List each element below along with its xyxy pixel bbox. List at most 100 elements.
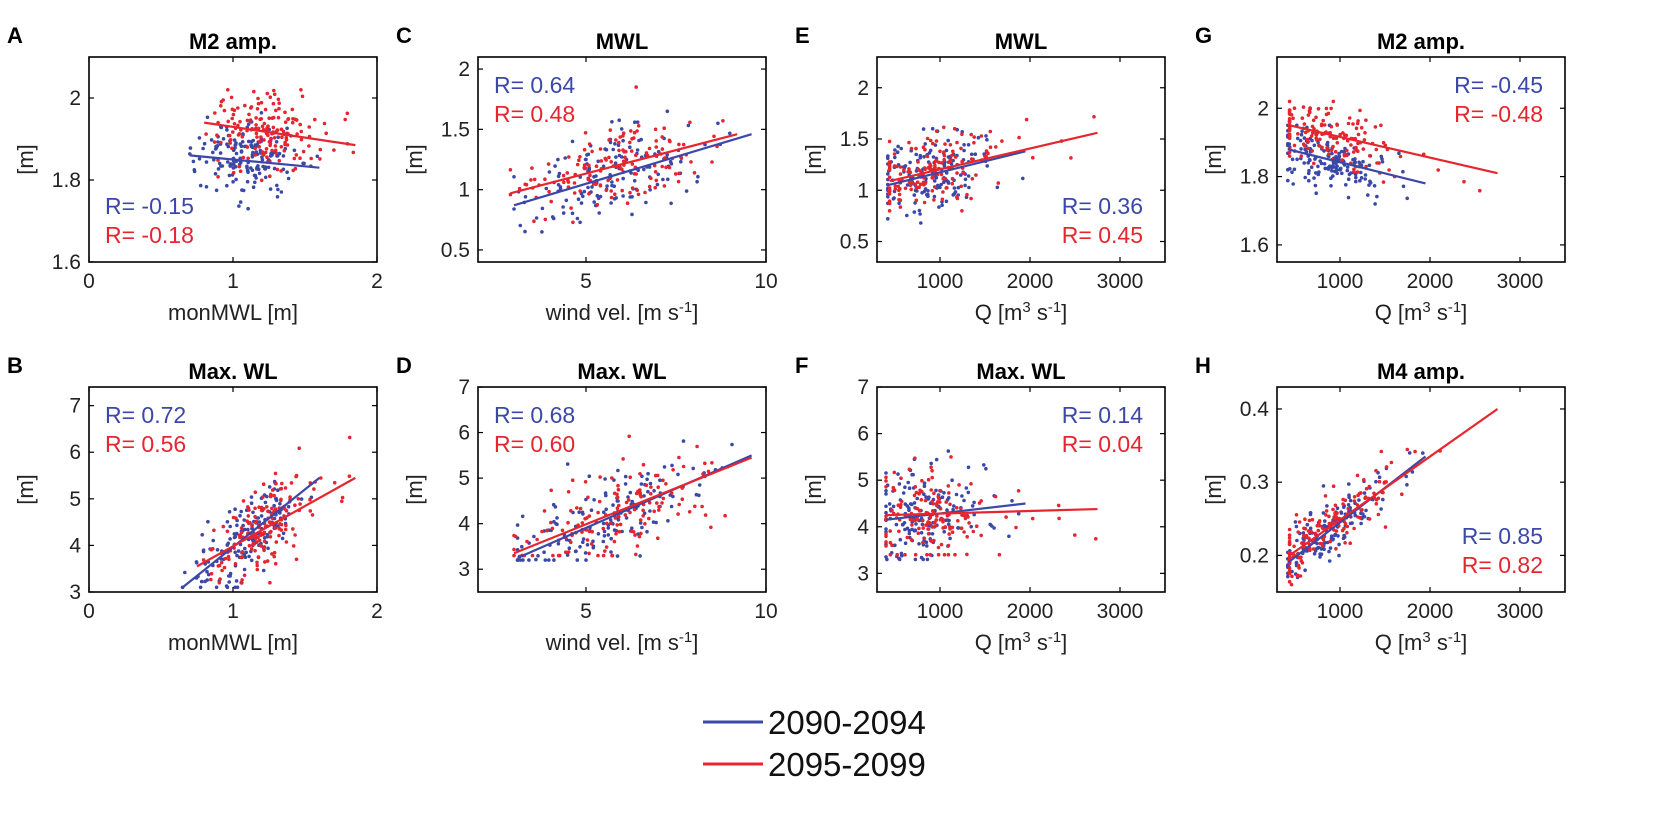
scatter-point — [239, 509, 243, 514]
scatter-point — [594, 164, 599, 168]
scatter-point — [235, 585, 240, 590]
scatter-point — [1401, 184, 1406, 189]
scatter-point — [577, 158, 581, 162]
scatter-point — [910, 527, 914, 532]
scatter-point — [892, 164, 897, 168]
scatter-point — [302, 161, 306, 166]
scatter-point — [1310, 517, 1315, 522]
scatter-point — [1287, 119, 1292, 124]
scatter-point — [1334, 547, 1338, 551]
scatter-point — [908, 502, 913, 506]
scatter-point — [657, 504, 661, 509]
scatter-point — [984, 466, 988, 471]
scatter-point — [689, 160, 693, 164]
x-axis-label: Q [m3 s-1] — [975, 629, 1068, 656]
scatter-point — [1331, 99, 1336, 104]
scatter-point — [577, 510, 581, 514]
scatter-point — [520, 544, 524, 549]
points-2095-2099 — [1287, 99, 1482, 193]
scatter-point — [907, 531, 912, 536]
scatter-point — [686, 123, 691, 128]
scatter-point — [648, 188, 652, 192]
scatter-point — [1287, 579, 1292, 584]
x-tick-label: 2000 — [1007, 600, 1054, 623]
scatter-point — [572, 191, 577, 195]
scatter-point — [1306, 113, 1311, 117]
scatter-point — [278, 501, 282, 506]
scatter-point — [615, 506, 620, 511]
scatter-point — [257, 144, 262, 149]
scatter-point — [277, 158, 282, 163]
scatter-point — [597, 499, 602, 504]
scatter-point — [695, 179, 699, 184]
scatter-point — [340, 499, 344, 504]
scatter-point — [654, 178, 659, 183]
scatter-point — [1328, 164, 1332, 168]
scatter-point — [534, 557, 538, 562]
scatter-point — [228, 141, 232, 145]
scatter-point — [578, 545, 582, 549]
scatter-point — [1290, 574, 1294, 579]
scatter-point — [1374, 498, 1379, 502]
points-2095-2099 — [508, 85, 725, 225]
scatter-point — [1333, 149, 1338, 154]
scatter-point — [221, 524, 226, 529]
scatter-point — [280, 536, 285, 541]
y-tick-label: 1.5 — [441, 118, 470, 141]
scatter-point — [266, 165, 271, 170]
scatter-point — [255, 563, 259, 568]
scatter-point — [946, 552, 951, 557]
scatter-point — [1323, 494, 1328, 498]
scatter-point — [1400, 492, 1404, 497]
scatter-point — [1347, 172, 1352, 177]
x-tick-label: 2 — [371, 270, 383, 293]
scatter-point — [226, 144, 231, 149]
scatter-point — [513, 534, 518, 539]
scatter-point — [985, 138, 989, 142]
scatter-point — [1057, 516, 1061, 521]
scatter-point — [227, 173, 232, 178]
scatter-point — [279, 498, 283, 503]
y-tick-label: 6 — [857, 423, 869, 446]
scatter-point — [1359, 125, 1364, 130]
x-axis-label: monMWL [m] — [168, 300, 298, 325]
scatter-point — [1307, 178, 1311, 183]
scatter-point — [898, 537, 903, 542]
scatter-point — [243, 546, 247, 551]
scatter-point — [639, 137, 643, 142]
panel-title: M2 amp. — [189, 29, 277, 54]
scatter-point — [655, 182, 660, 187]
scatter-point — [1016, 489, 1021, 493]
scatter-point — [249, 106, 253, 110]
scatter-point — [570, 478, 575, 483]
scatter-point — [913, 182, 917, 186]
scatter-point — [549, 520, 553, 525]
scatter-point — [253, 506, 257, 511]
scatter-point — [277, 526, 282, 531]
scatter-point — [624, 500, 629, 505]
scatter-point — [1312, 161, 1316, 166]
scatter-point — [1362, 491, 1367, 495]
scatter-point — [549, 488, 553, 493]
y-tick-label: 7 — [69, 395, 81, 418]
scatter-point — [644, 200, 648, 205]
scatter-point — [1367, 163, 1372, 168]
scatter-point — [948, 143, 953, 147]
scatter-point — [217, 563, 222, 568]
scatter-point — [916, 160, 920, 164]
scatter-point — [217, 161, 222, 166]
scatter-point — [243, 103, 247, 108]
scatter-point — [665, 152, 669, 157]
scatter-point — [942, 125, 946, 130]
scatter-point — [630, 499, 634, 504]
scatter-point — [567, 155, 571, 159]
y-tick-label: 5 — [857, 469, 869, 492]
scatter-point — [886, 194, 890, 199]
scatter-point — [969, 482, 973, 486]
scatter-point — [606, 178, 610, 183]
scatter-point — [224, 584, 229, 588]
scatter-point — [198, 585, 203, 590]
scatter-point — [1380, 160, 1385, 164]
